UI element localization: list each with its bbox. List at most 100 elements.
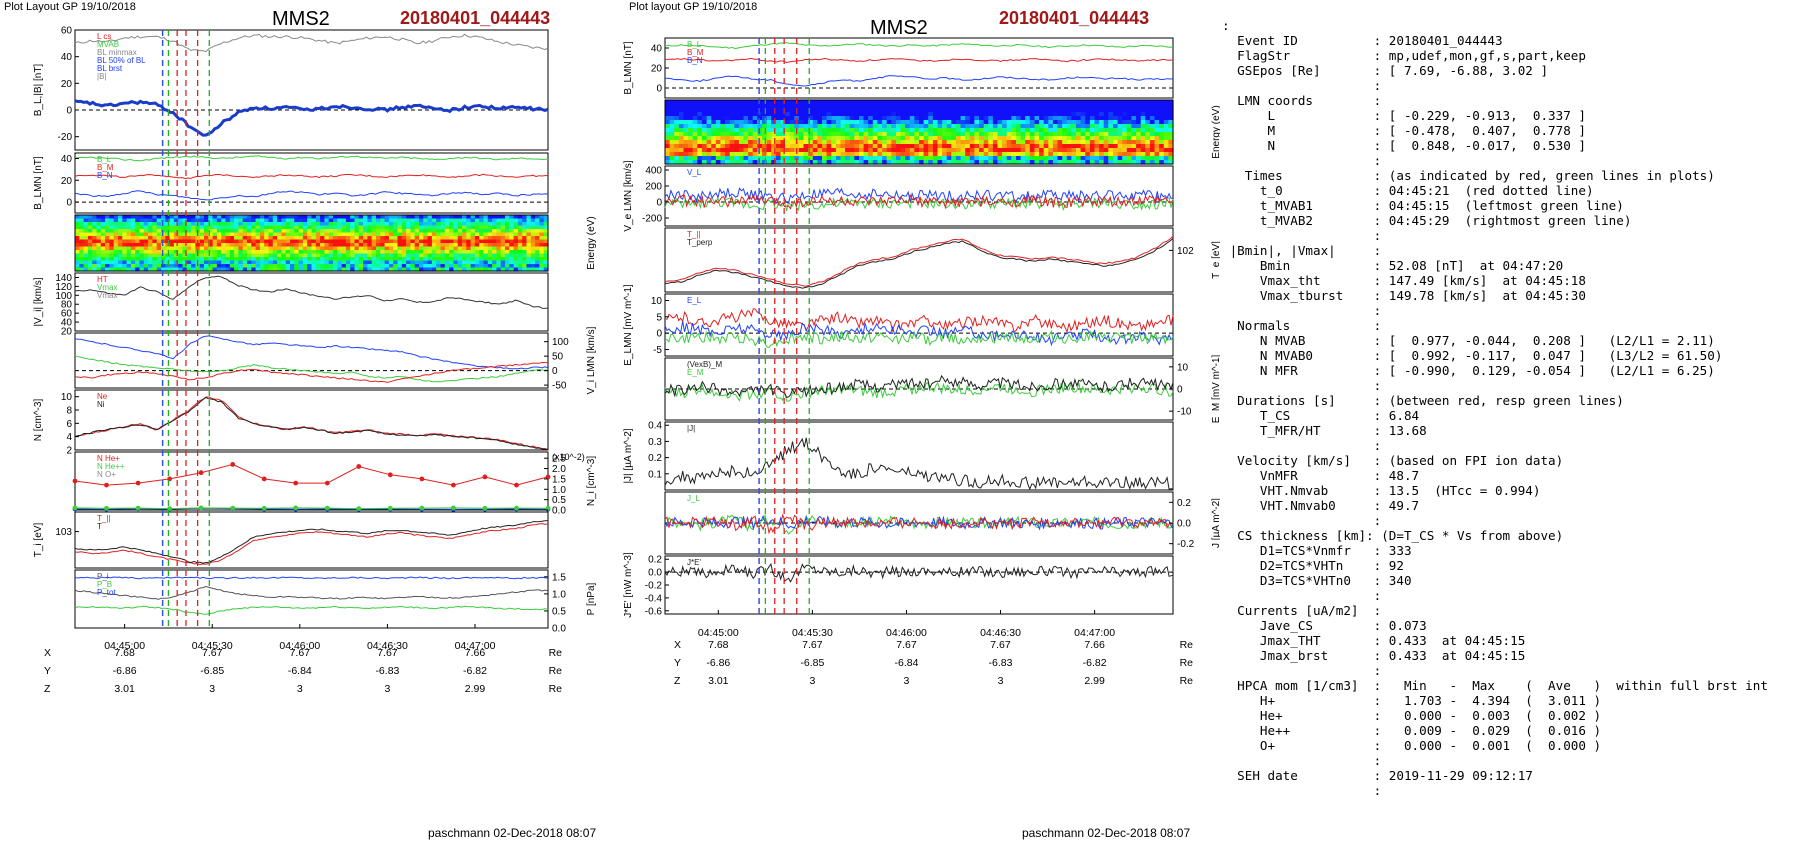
spectrogram-cell — [835, 128, 842, 133]
spectrogram-cell — [1136, 160, 1142, 165]
spectrogram-cell — [212, 236, 218, 241]
spectrogram-cell — [315, 222, 321, 227]
spectrogram-cell — [817, 100, 823, 105]
y-axis-label: T_e [eV] — [1211, 241, 1220, 279]
spectrogram-cell — [665, 124, 671, 129]
spectrogram-cell — [1066, 120, 1072, 125]
spectrogram-cell — [225, 264, 231, 269]
summary-line: D3=TCS*VHTn0 : 340 — [1222, 573, 1412, 588]
spectrogram-cell — [251, 260, 257, 265]
spectrogram-cell — [302, 257, 308, 262]
spectrogram-cell — [281, 257, 287, 262]
spectrogram-cell — [932, 116, 939, 121]
spectrogram-cell — [771, 156, 777, 161]
spectrogram-cell — [1029, 120, 1035, 125]
spectrogram-cell — [216, 257, 222, 262]
spectrogram-cell — [762, 132, 768, 137]
spectrogram-cell — [186, 264, 192, 269]
spectrogram-cell — [785, 152, 791, 157]
spectrogram-cell — [487, 264, 493, 269]
spectrogram-cell — [766, 100, 772, 105]
spectrogram-cell — [466, 257, 472, 262]
spectrogram-cell — [238, 260, 244, 265]
spectrogram-cell — [487, 243, 493, 248]
spectrogram-cell — [148, 218, 153, 223]
spectrogram-cell — [720, 136, 726, 141]
spectrogram-cell — [766, 112, 772, 117]
spectrogram-cell — [298, 257, 304, 262]
spectrogram-cell — [1034, 152, 1040, 157]
spectrogram-cell — [487, 229, 493, 234]
spectrogram-cell — [496, 246, 502, 251]
spectrogram-cell — [955, 160, 962, 165]
spectrogram-cell — [148, 253, 153, 258]
spectrogram-cell — [496, 250, 502, 255]
spectrogram-cell — [543, 239, 549, 244]
spectrogram-cell — [937, 148, 943, 153]
spectrogram-cell — [444, 246, 450, 251]
spectrogram-cell — [324, 218, 330, 223]
spectrogram-cell — [290, 222, 295, 227]
spectrogram-cell — [251, 218, 257, 223]
spectrogram-cell — [706, 156, 712, 161]
spectrogram-cell — [354, 250, 360, 255]
spectrogram-cell — [955, 140, 962, 145]
data-point — [167, 506, 173, 511]
spectrogram-cell — [1076, 132, 1082, 137]
spectrogram-cell — [780, 120, 786, 125]
spectrogram-cell — [505, 229, 510, 234]
spectrogram-cell — [1117, 136, 1123, 141]
spectrogram-cell — [762, 136, 768, 141]
spectrogram-cell — [928, 136, 934, 141]
spectrogram-cell — [143, 239, 149, 244]
spectrogram-cell — [1043, 160, 1049, 165]
spectrogram-cell — [234, 253, 239, 258]
spectrogram-cell — [863, 160, 869, 165]
spectrogram-cell — [83, 267, 89, 272]
spectrogram-cell — [526, 246, 532, 251]
spectrogram-cell — [440, 229, 446, 234]
spectrogram-cell — [474, 257, 480, 262]
spectrogram-cell — [285, 222, 291, 227]
spectrogram-cell — [711, 160, 717, 165]
spectrogram-cell — [204, 267, 209, 272]
spectrogram-cell — [946, 140, 952, 145]
spectrogram-cell — [130, 239, 136, 244]
spectrogram-cell — [882, 100, 888, 105]
spectrogram-cell — [139, 239, 145, 244]
spectrogram-cell — [826, 152, 832, 157]
spectrogram-cell — [748, 100, 754, 105]
spectrogram-cell — [762, 104, 768, 109]
spectrogram-cell — [997, 120, 1003, 125]
spectrogram-cell — [1108, 148, 1114, 153]
spectrogram-cell — [1163, 116, 1169, 121]
spectrogram-cell — [350, 246, 356, 251]
spectrogram-cell — [427, 222, 433, 227]
spectrogram-cell — [470, 229, 476, 234]
spectrogram-cell — [1080, 128, 1086, 133]
spectrogram-cell — [1016, 148, 1022, 153]
spectrogram-cell — [423, 250, 429, 255]
spectrogram-cell — [955, 128, 962, 133]
spectrogram-cell — [496, 218, 502, 223]
spectrogram-cell — [156, 222, 162, 227]
spectrogram-cell — [350, 267, 356, 272]
spectrogram-cell — [1140, 152, 1146, 157]
spectrogram-cell — [1145, 108, 1151, 113]
panel-frame — [74, 214, 549, 272]
spectrogram-cell — [895, 104, 902, 109]
spectrogram-cell — [212, 267, 218, 272]
spectrogram-cell — [748, 144, 754, 149]
position-value: 3 — [384, 683, 390, 695]
spectrogram-cell — [1108, 152, 1114, 157]
spectrogram-cell — [725, 156, 731, 161]
spectrogram-cell — [251, 257, 257, 262]
spectrogram-cell — [1043, 128, 1049, 133]
spectrogram-cell — [423, 229, 429, 234]
spectrogram-cell — [470, 257, 476, 262]
spectrogram-cell — [1140, 128, 1146, 133]
spectrogram-cell — [766, 148, 772, 153]
spectrogram-cell — [255, 260, 261, 265]
